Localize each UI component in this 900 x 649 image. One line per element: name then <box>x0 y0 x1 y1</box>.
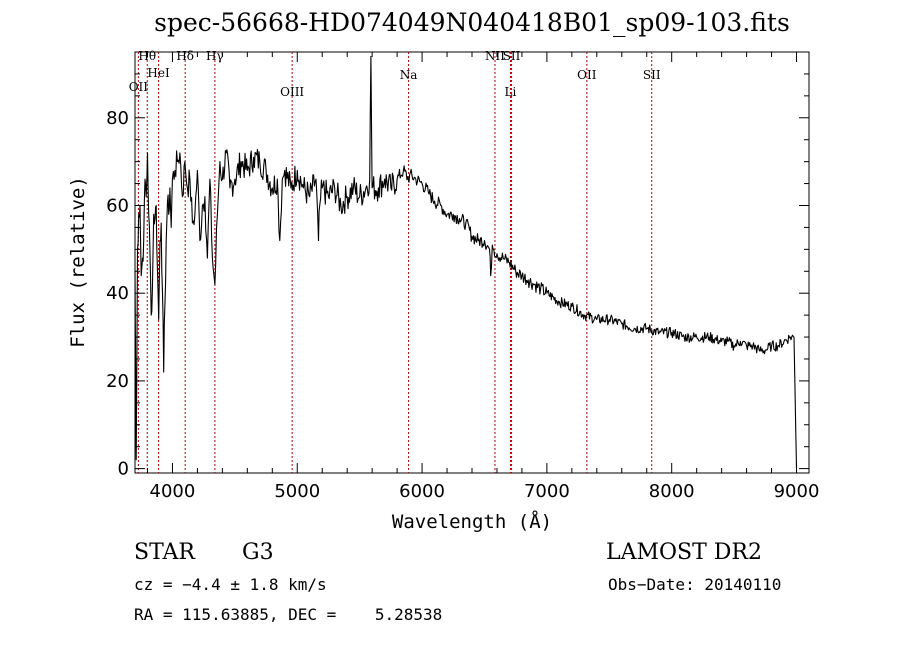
x-axis-label: Wavelength (Å) <box>392 510 552 533</box>
chart-title: spec-56668-HD074049N040418B01_sp09-103.f… <box>154 8 790 37</box>
survey-name: LAMOST DR2 <box>606 540 762 565</box>
y-axis-label: Flux (relative) <box>67 176 89 348</box>
plot-frame <box>134 51 810 474</box>
marker-label: NII <box>485 49 505 63</box>
subclass: G3 <box>242 540 274 565</box>
x-tick-label: 8000 <box>649 481 695 502</box>
x-tick-label: 9000 <box>774 481 820 502</box>
axis-ticks: 4000 5000 6000 7000 8000 9000 0 20 40 60 80 <box>106 52 819 502</box>
marker-label: SII <box>643 68 661 82</box>
object-type: STAR <box>134 540 196 565</box>
ra-dec: RA = 115.63885, DEC = 5.28538 <box>134 605 442 624</box>
marker-label: OII <box>577 68 597 82</box>
marker-label: Na <box>400 68 418 82</box>
y-tick-label: 80 <box>106 108 129 129</box>
marker-label: Li <box>505 85 517 99</box>
marker-label: OIII <box>280 85 304 99</box>
marker-label: Hδ <box>176 49 194 63</box>
y-tick-label: 40 <box>106 283 129 304</box>
x-tick-label: 5000 <box>274 481 320 502</box>
marker-label: Hγ <box>206 49 224 63</box>
marker-label: OII <box>129 80 149 94</box>
x-tick-label: 4000 <box>150 481 196 502</box>
x-tick-label: 6000 <box>399 481 445 502</box>
y-tick-label: 0 <box>118 459 129 480</box>
x-tick-label: 7000 <box>524 481 570 502</box>
y-tick-label: 60 <box>106 195 129 216</box>
obs-date: Obs−Date: 20140110 <box>608 575 781 594</box>
y-tick-label: 20 <box>106 371 129 392</box>
marker-label: SII <box>503 49 521 63</box>
spectrum-line <box>134 55 798 469</box>
redshift-cz: cz = −4.4 ± 1.8 km/s <box>134 575 327 594</box>
marker-label: HeI <box>147 66 170 80</box>
